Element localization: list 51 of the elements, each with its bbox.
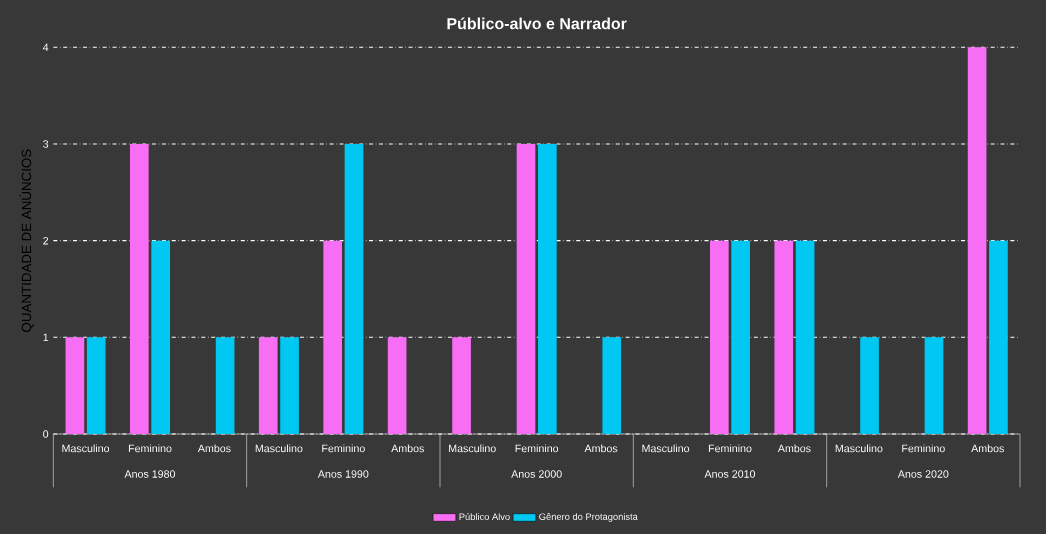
bar [516,143,536,434]
x-tick-label: Feminino [322,444,365,453]
y-tick-label: 0 [43,430,49,438]
bar [323,240,342,434]
bar [215,337,235,434]
bar [151,240,171,434]
y-tick-label: 1 [43,333,49,341]
text: Anos 1980 [124,470,176,478]
x-tick-label: Feminino [708,444,752,453]
legend-label: Público Alvo [459,513,510,521]
x-tick-label: Ambos [584,444,618,453]
bar [258,337,278,434]
x-tick-label: Masculino [62,444,110,453]
bar [731,240,750,434]
bar [602,337,622,434]
x-tick-label: Ambos [197,444,231,453]
bar [387,337,407,434]
y-tick-label: 2 [43,236,49,245]
x-tick-label: Masculino [642,444,690,453]
bar [989,240,1008,434]
y-tick-label: 3 [43,140,49,148]
bar [967,47,987,434]
y-tick-label: 4 [42,43,49,51]
bar [280,337,299,434]
bar [795,240,815,434]
text: Anos 2020 [897,470,949,478]
bar [130,143,149,434]
bar [86,337,106,434]
bar [538,143,557,434]
x-tick-label: Ambos [777,444,811,453]
legend-label: Gênero do Protagonista [539,513,638,522]
x-tick-label: Ambos [971,444,1004,453]
bar [452,337,471,434]
bar [344,143,364,434]
bar [924,337,944,434]
text: Anos 2010 [704,470,756,478]
x-tick-label: Feminino [902,444,945,453]
x-tick-label: Ambos [391,444,424,453]
x-tick-label: Feminino [515,444,559,453]
x-tick-label: Masculino [835,444,883,453]
bar [65,337,85,434]
x-tick-label: Masculino [255,444,303,453]
chart-title: Público-alvo e Narrador [447,17,627,30]
bar [710,240,729,434]
bar [774,240,794,434]
x-tick-label: Masculino [449,444,496,453]
text: Anos 2000 [511,470,562,478]
bar [860,337,879,434]
y-axis-title: QUANTIDADE DE ANÚNCIOS [19,149,34,332]
x-tick-label: Feminino [128,444,172,453]
text: Anos 1990 [317,470,369,478]
